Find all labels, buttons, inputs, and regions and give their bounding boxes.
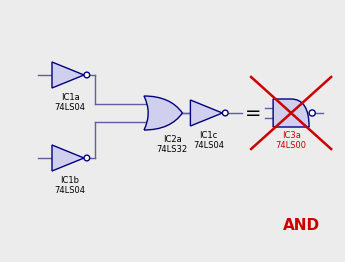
Text: =: = xyxy=(245,103,262,123)
Text: IC3a
74LS00: IC3a 74LS00 xyxy=(276,131,307,150)
Circle shape xyxy=(84,72,90,78)
Polygon shape xyxy=(190,100,223,126)
Text: IC1c
74LS04: IC1c 74LS04 xyxy=(193,131,224,150)
Text: IC1b
74LS04: IC1b 74LS04 xyxy=(55,176,86,195)
Text: AND: AND xyxy=(283,217,320,232)
Text: IC2a
74LS32: IC2a 74LS32 xyxy=(156,135,188,154)
Text: IC1a
74LS04: IC1a 74LS04 xyxy=(55,93,86,112)
Circle shape xyxy=(309,110,315,116)
Polygon shape xyxy=(52,145,84,171)
PathPatch shape xyxy=(273,99,309,127)
Circle shape xyxy=(223,110,228,116)
PathPatch shape xyxy=(144,96,183,130)
Circle shape xyxy=(84,155,90,161)
Polygon shape xyxy=(52,62,84,88)
